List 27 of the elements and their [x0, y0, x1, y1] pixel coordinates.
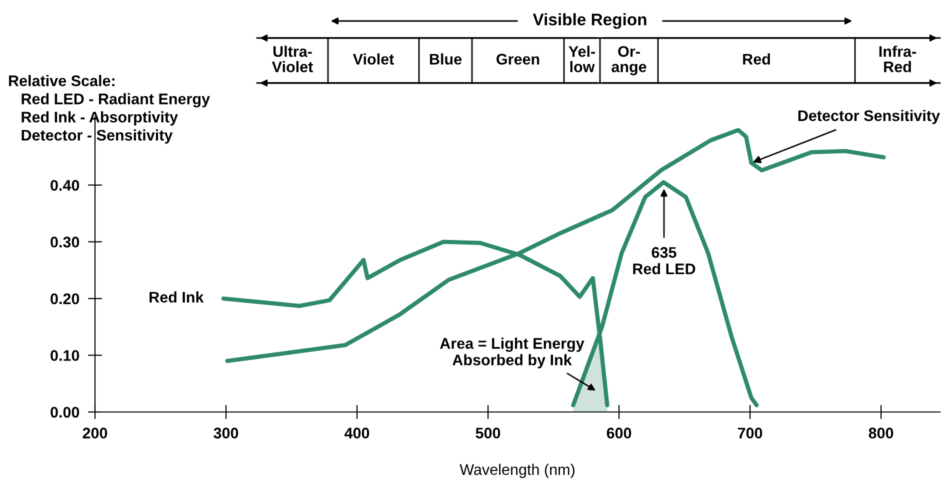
x-tick-label: 500: [476, 428, 500, 438]
x-tick-label: 800: [868, 428, 894, 438]
y-tick-label: 0.20: [50, 293, 80, 304]
y-tick-label: 0.40: [50, 180, 80, 191]
text: Infra- Red: [879, 46, 916, 72]
y-tick-label: 0.10: [50, 350, 80, 361]
x-tick-label: 300: [214, 428, 238, 439]
annotation: Detector Sensitivity: [798, 110, 940, 124]
x-axis-title: Wavelength (nm): [460, 464, 574, 478]
x-tick-label: 600: [606, 428, 632, 438]
text: Green: [496, 54, 540, 65]
text: Blue: [430, 53, 462, 65]
x-tick-label: 700: [738, 428, 762, 438]
text: Ultra- Violet: [272, 46, 313, 72]
x-tick-label: 400: [344, 428, 370, 438]
annotation: Area = Light Energy Absorbed by Ink: [440, 338, 584, 368]
annotation: 635 Red LED: [633, 247, 696, 274]
x-tick-label: 200: [82, 428, 108, 438]
text: Visible Region: [532, 13, 646, 29]
text: Or- ange: [612, 46, 646, 76]
series-label: Red Ink: [150, 291, 204, 303]
y-tick-label: 0.30: [50, 236, 80, 248]
text: Yel- low: [568, 46, 595, 72]
y-tick-label: 0.00: [50, 406, 80, 418]
annotation: Relative Scale: Red LED - Radiant Energy Red Ink - Absorptivity Detector - Sensitivity: [9, 75, 210, 144]
text: Red: [743, 53, 770, 65]
text: Violet: [352, 53, 394, 65]
